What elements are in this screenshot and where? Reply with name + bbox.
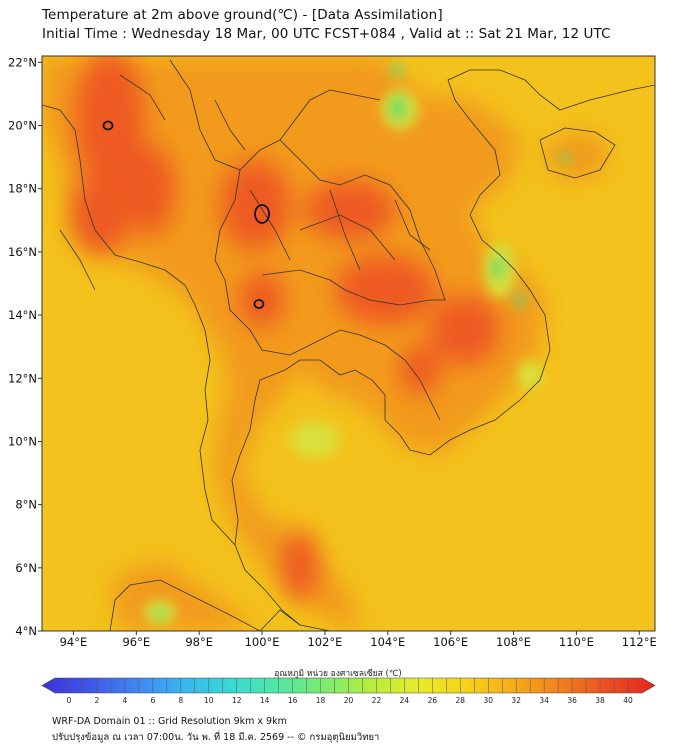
colorbar-tick-label: 34 [539, 696, 549, 705]
y-tick-label: 8°N [15, 498, 37, 512]
colorbar-ticks: 0 2 4 6 8 10 12 14 16 18 20 22 24 26 28 30 32 34 36 38 40 [67, 678, 633, 705]
x-tick-label: 106°E [433, 635, 468, 649]
x-tick-label: 94°E [60, 635, 88, 649]
colorbar-tick-label: 4 [123, 696, 128, 705]
footer-credit: ปรับปรุงข้อมูล ณ เวลา 07:00น. วัน พ. ที่… [52, 732, 380, 743]
colorbar-tick-label: 22 [372, 696, 382, 705]
colorbar-tick-label: 38 [595, 696, 605, 705]
contour-40c [102, 120, 114, 131]
y-axis: 4°N 6°N 8°N 10°N 12°N 14°N 16°N 18°N 20°N 22°N [8, 55, 42, 638]
hot-core-field [70, 56, 500, 600]
x-tick-label: 112°E [622, 635, 657, 649]
y-tick-label: 4°N [15, 624, 37, 638]
coolest-field [154, 64, 570, 619]
map-frame [41, 55, 656, 632]
colorbar-label: อุณหภูมิ หน่วย องศาเซลเซียส (℃) [274, 669, 402, 679]
y-tick-label: 16°N [8, 245, 37, 259]
x-tick-label: 104°E [370, 635, 405, 649]
colorbar-tick-label: 30 [483, 696, 493, 705]
contour-40c [253, 299, 265, 309]
colorbar-tick-label: 2 [95, 696, 100, 705]
colorbar-tick-label: 24 [400, 696, 410, 705]
colorbar-tick-label: 10 [204, 696, 214, 705]
colorbar: 0 2 4 6 8 10 12 14 16 18 20 22 24 26 28 30 32 34 36 38 40 [41, 677, 656, 705]
colorbar-tick-label: 28 [456, 696, 466, 705]
coastlines-borders [42, 59, 655, 631]
x-tick-label: 98°E [185, 635, 213, 649]
y-tick-label: 20°N [8, 119, 37, 133]
x-tick-label: 110°E [559, 635, 594, 649]
y-tick-label: 10°N [8, 434, 37, 448]
chart-title: Temperature at 2m above ground(℃) - [Dat… [42, 7, 443, 23]
y-tick-label: 12°N [8, 371, 37, 385]
colorbar-tick-label: 40 [623, 696, 633, 705]
x-axis: 94°E 96°E 98°E 100°E 102°E 104°E 106°E 108°E 110… [60, 631, 657, 649]
colorbar-tick-label: 0 [67, 696, 72, 705]
colorbar-tick-label: 6 [150, 696, 155, 705]
footer-model-info: WRF-DA Domain 01 :: Grid Resolution 9km … [52, 716, 287, 727]
y-tick-label: 14°N [8, 308, 37, 322]
colorbar-tick-label: 8 [178, 696, 183, 705]
colorbar-tick-label: 26 [428, 696, 438, 705]
x-tick-label: 102°E [307, 635, 342, 649]
x-tick-label: 108°E [496, 635, 531, 649]
contour-40c [254, 204, 270, 224]
y-tick-label: 18°N [8, 182, 37, 196]
chart-subtitle: Initial Time : Wednesday 18 Mar, 00 UTC … [42, 26, 611, 42]
y-tick-label: 6°N [15, 561, 37, 575]
temperature-field [42, 56, 655, 631]
colorbar-tick-label: 32 [511, 696, 521, 705]
x-tick-label: 96°E [122, 635, 150, 649]
colorbar-tick-label: 36 [567, 696, 577, 705]
x-tick-label: 100°E [245, 635, 280, 649]
colorbar-tick-label: 12 [232, 696, 242, 705]
colorbar-tick-label: 20 [344, 696, 354, 705]
colorbar-tick-label: 14 [260, 696, 270, 705]
colorbar-tick-label: 18 [316, 696, 326, 705]
contour-lines [102, 120, 270, 309]
y-tick-label: 22°N [8, 55, 37, 69]
colorbar-tick-label: 16 [288, 696, 298, 705]
